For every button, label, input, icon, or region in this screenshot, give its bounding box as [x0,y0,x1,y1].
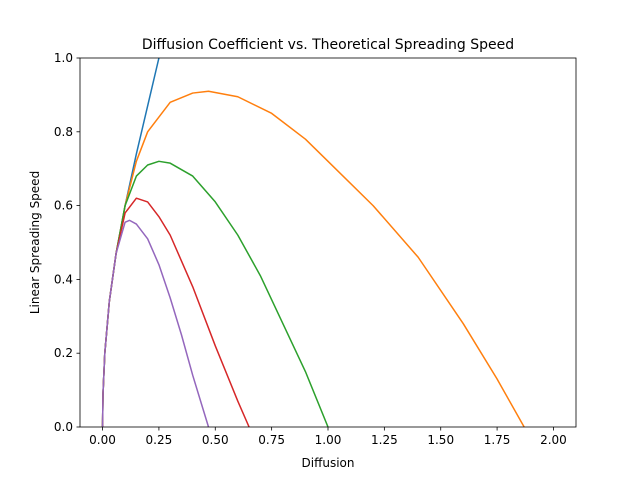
x-tick-label: 2.00 [540,433,567,447]
series-line-2 [101,90,525,427]
series-line-4 [101,197,250,427]
plot-area: 0.00 0.25 0.50 0.75 1.00 1.25 1.50 1.75 2.00 0.0 0… [54,51,577,447]
y-tick-label: 0.2 [54,346,73,360]
x-tick-label: 0.00 [89,433,116,447]
x-tick-label: 0.75 [258,433,285,447]
x-tick-label: 1.25 [371,433,398,447]
y-tick-label: 1.0 [54,51,73,65]
x-tick-label: 1.75 [484,433,511,447]
x-axis-label: Diffusion [302,456,355,470]
x-tick-label: 0.25 [146,433,173,447]
y-axis-label: Linear Spreading Speed [28,171,42,314]
x-tick-label: 0.50 [202,433,229,447]
series-line-5 [101,219,210,427]
y-tick-label: 0.8 [54,125,73,139]
y-tick-label: 0.4 [54,272,73,286]
y-tick-label: 0.6 [54,199,73,213]
y-tick-label: 0.0 [54,420,73,434]
axes-frame [79,57,577,428]
x-tick-label: 1.50 [427,433,454,447]
x-tick-label: 1.00 [315,433,342,447]
chart-title: Diffusion Coefficient vs. Theoretical Sp… [142,37,514,53]
series-line-3 [101,160,329,427]
series-line-1 [101,58,160,427]
